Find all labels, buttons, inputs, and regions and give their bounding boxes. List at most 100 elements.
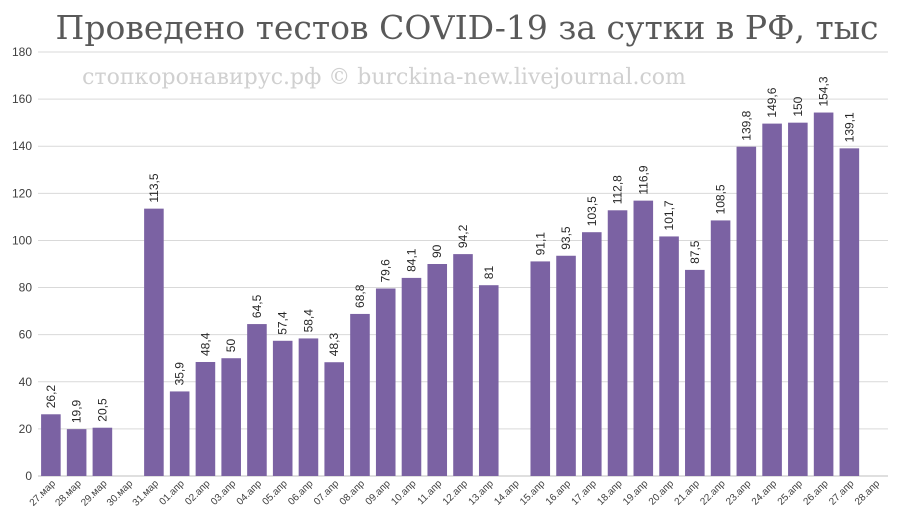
y-tick-label: 120 bbox=[12, 186, 32, 200]
x-tick-label: 18.апр bbox=[595, 478, 625, 508]
chart-title: Проведено тестов COVID-19 за сутки в РФ,… bbox=[56, 8, 879, 47]
bar bbox=[659, 236, 679, 476]
y-tick-label: 20 bbox=[19, 422, 33, 436]
y-tick-label: 40 bbox=[19, 375, 33, 389]
bar-value-label: 139,8 bbox=[739, 110, 753, 140]
x-tick-label: 02.апр bbox=[183, 478, 213, 508]
y-tick-label: 180 bbox=[12, 45, 32, 59]
x-tick-label: 30.мар bbox=[105, 478, 136, 509]
bar-value-label: 68,8 bbox=[353, 284, 367, 308]
x-tick-label: 23.апр bbox=[724, 478, 754, 508]
bar bbox=[272, 340, 293, 476]
x-tick-label: 15.апр bbox=[518, 478, 548, 508]
bar bbox=[66, 429, 87, 476]
x-tick-label: 08.апр bbox=[338, 478, 368, 508]
y-tick-label: 100 bbox=[12, 233, 32, 247]
bar-value-label: 57,4 bbox=[276, 311, 290, 335]
bar-value-label: 139,1 bbox=[842, 112, 856, 142]
bar bbox=[478, 285, 499, 476]
x-tick-label: 05.апр bbox=[261, 478, 291, 508]
bar bbox=[633, 200, 654, 476]
x-tick-label: 27.мар bbox=[28, 478, 59, 509]
x-tick-label: 10.апр bbox=[389, 478, 419, 508]
y-tick-label: 60 bbox=[19, 328, 33, 342]
bar-value-label: 81 bbox=[482, 266, 496, 280]
bar-value-label: 154,3 bbox=[817, 76, 831, 106]
watermark-text: стопкоронавирус.рф © burckina-new.livejo… bbox=[82, 65, 686, 90]
x-tick-label: 17.апр bbox=[570, 478, 600, 508]
bar bbox=[41, 414, 61, 476]
bar-value-label: 101,7 bbox=[662, 200, 676, 230]
bar-value-label: 149,6 bbox=[765, 87, 779, 117]
x-tick-label: 20.апр bbox=[647, 478, 677, 508]
y-tick-label: 0 bbox=[25, 469, 32, 483]
bar bbox=[427, 264, 448, 476]
x-tick-label: 04.апр bbox=[235, 478, 265, 508]
bar bbox=[685, 269, 705, 476]
x-tick-label: 19.апр bbox=[621, 478, 651, 508]
bar-value-label: 64,5 bbox=[250, 294, 264, 318]
bar bbox=[530, 261, 551, 476]
x-tick-label: 07.апр bbox=[312, 478, 342, 508]
bars-group bbox=[41, 112, 860, 477]
bar bbox=[298, 338, 319, 476]
bar bbox=[582, 232, 602, 476]
bar-value-label: 112,8 bbox=[611, 175, 625, 204]
y-tick-label: 140 bbox=[12, 139, 32, 153]
bar-value-label: 19,9 bbox=[70, 399, 84, 423]
x-tick-label: 16.апр bbox=[544, 478, 574, 508]
x-tick-label: 25.апр bbox=[776, 478, 806, 508]
y-tick-label: 80 bbox=[19, 281, 33, 295]
bar bbox=[350, 313, 370, 476]
bar bbox=[221, 358, 241, 476]
bar-value-label: 116,9 bbox=[636, 165, 650, 194]
bar-value-label: 108,5 bbox=[714, 184, 728, 214]
bar-value-label: 87,5 bbox=[688, 240, 702, 264]
bar bbox=[710, 220, 731, 476]
x-tick-label: 22.апр bbox=[698, 478, 728, 508]
bar-value-label: 79,6 bbox=[379, 259, 393, 283]
x-tick-label: 26.апр bbox=[801, 478, 831, 508]
bar bbox=[169, 391, 190, 476]
x-tick-label: 09.апр bbox=[364, 478, 394, 508]
bar bbox=[144, 208, 164, 476]
y-tick-label: 160 bbox=[12, 92, 32, 106]
bar-value-label: 84,1 bbox=[404, 248, 418, 272]
bar-value-label: 20,5 bbox=[95, 398, 109, 422]
x-tick-label: 21.апр bbox=[673, 478, 703, 508]
x-tick-label: 06.апр bbox=[286, 478, 316, 508]
bar bbox=[375, 288, 396, 476]
bar bbox=[762, 123, 782, 476]
bar-value-label: 48,3 bbox=[327, 333, 341, 357]
x-axis: 27.мар28.мар29.мар30.мар31.мар01.апр02.а… bbox=[28, 478, 883, 509]
bar bbox=[195, 361, 216, 476]
bar bbox=[556, 255, 576, 476]
bar-value-label: 26,2 bbox=[44, 385, 58, 409]
x-tick-label: 24.апр bbox=[750, 478, 780, 508]
bar bbox=[401, 277, 422, 476]
bar-value-label: 35,9 bbox=[173, 362, 187, 386]
x-tick-label: 29.мар bbox=[79, 478, 110, 509]
bar-value-label: 91,1 bbox=[533, 232, 547, 256]
x-tick-label: 14.апр bbox=[492, 478, 522, 508]
bar-value-label: 58,4 bbox=[301, 309, 315, 333]
x-tick-label: 13.апр bbox=[467, 478, 497, 508]
x-tick-label: 27.апр bbox=[827, 478, 857, 508]
x-tick-label: 01.апр bbox=[157, 478, 187, 508]
x-tick-label: 12.апр bbox=[441, 478, 471, 508]
bar bbox=[607, 210, 628, 476]
x-tick-label: 03.апр bbox=[209, 478, 239, 508]
bar-value-label: 93,5 bbox=[559, 226, 573, 250]
value-labels: 26,2 19,9 20,5 113,5 35,9 48,4 50 64,5 57,4 58,4 4… bbox=[44, 76, 856, 423]
bar-value-label: 150 bbox=[791, 96, 805, 116]
bar-value-label: 50 bbox=[224, 339, 238, 353]
bar bbox=[736, 146, 757, 476]
bar bbox=[813, 112, 834, 476]
bar-value-label: 48,4 bbox=[198, 332, 212, 356]
bar-value-label: 113,5 bbox=[147, 173, 161, 202]
bar bbox=[92, 427, 113, 476]
x-tick-label: 28.мар bbox=[53, 478, 84, 509]
bar bbox=[324, 362, 344, 476]
x-tick-label: 11.апр bbox=[416, 478, 445, 507]
